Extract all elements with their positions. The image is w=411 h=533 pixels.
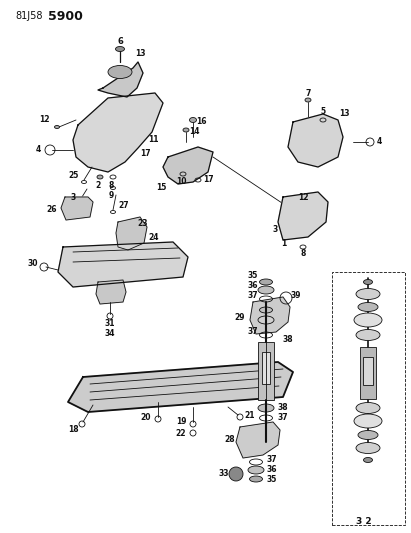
- Text: 26: 26: [47, 205, 57, 214]
- Polygon shape: [73, 93, 163, 172]
- Text: 38: 38: [278, 403, 288, 413]
- Text: 33: 33: [219, 470, 229, 479]
- Polygon shape: [278, 192, 328, 240]
- Text: 37: 37: [248, 290, 258, 300]
- Polygon shape: [96, 280, 126, 304]
- Text: 9: 9: [109, 191, 113, 200]
- Text: 36: 36: [267, 464, 277, 473]
- Text: 35: 35: [267, 474, 277, 483]
- Text: 12: 12: [39, 116, 49, 125]
- Text: 3: 3: [272, 225, 277, 235]
- Polygon shape: [163, 147, 213, 184]
- Text: 30: 30: [28, 259, 38, 268]
- Text: 23: 23: [138, 220, 148, 229]
- Text: 38: 38: [283, 335, 293, 344]
- Text: 29: 29: [235, 312, 245, 321]
- Ellipse shape: [363, 457, 372, 463]
- Text: 37: 37: [278, 414, 288, 423]
- Text: 16: 16: [196, 117, 206, 126]
- Text: 31: 31: [105, 319, 115, 328]
- Polygon shape: [58, 242, 188, 287]
- Ellipse shape: [363, 279, 372, 285]
- Bar: [258, 342, 274, 400]
- Ellipse shape: [356, 442, 380, 454]
- Text: 39: 39: [291, 292, 301, 301]
- Text: 8: 8: [300, 249, 306, 259]
- Text: 34: 34: [105, 328, 115, 337]
- Text: 2: 2: [95, 181, 101, 190]
- Text: 24: 24: [149, 232, 159, 241]
- Ellipse shape: [115, 46, 125, 52]
- Ellipse shape: [259, 307, 272, 313]
- Polygon shape: [61, 197, 93, 220]
- Ellipse shape: [108, 66, 132, 78]
- Ellipse shape: [356, 288, 380, 300]
- Ellipse shape: [249, 476, 263, 482]
- Text: 27: 27: [119, 200, 129, 209]
- Text: 14: 14: [189, 127, 199, 136]
- Ellipse shape: [354, 414, 382, 428]
- Text: 4: 4: [376, 138, 382, 147]
- Ellipse shape: [259, 279, 272, 285]
- Ellipse shape: [305, 98, 311, 102]
- Text: 18: 18: [68, 425, 79, 434]
- Text: 4: 4: [35, 146, 41, 155]
- Ellipse shape: [356, 402, 380, 414]
- Polygon shape: [236, 422, 280, 458]
- Polygon shape: [98, 62, 143, 97]
- Text: 11: 11: [148, 134, 158, 143]
- Bar: [363, 357, 373, 385]
- Text: 25: 25: [69, 171, 79, 180]
- Text: 7: 7: [305, 88, 311, 98]
- Text: 19: 19: [176, 417, 186, 426]
- Polygon shape: [288, 114, 343, 167]
- Text: 5900: 5900: [48, 10, 83, 22]
- Text: 13: 13: [135, 50, 145, 59]
- Bar: [332, 272, 405, 525]
- Text: 10: 10: [176, 177, 186, 187]
- Text: 6: 6: [117, 37, 123, 46]
- Polygon shape: [250, 297, 290, 334]
- Ellipse shape: [248, 466, 264, 474]
- Bar: [360, 347, 376, 399]
- Text: 17: 17: [203, 175, 213, 184]
- Ellipse shape: [97, 175, 103, 179]
- Ellipse shape: [258, 404, 274, 412]
- Circle shape: [229, 467, 243, 481]
- Text: 12: 12: [298, 192, 308, 201]
- Bar: [262, 352, 270, 384]
- Ellipse shape: [358, 303, 378, 311]
- Polygon shape: [116, 217, 147, 250]
- Text: 37: 37: [267, 455, 277, 464]
- Text: 22: 22: [176, 429, 186, 438]
- Text: 21: 21: [245, 410, 255, 419]
- Text: 13: 13: [339, 109, 349, 118]
- Text: 5: 5: [321, 108, 326, 117]
- Ellipse shape: [189, 117, 196, 123]
- Text: 36: 36: [248, 281, 258, 290]
- Ellipse shape: [258, 316, 274, 324]
- Text: 35: 35: [248, 271, 258, 280]
- Text: 3: 3: [70, 192, 76, 201]
- Text: 3 2: 3 2: [356, 516, 372, 526]
- Text: 15: 15: [156, 182, 166, 191]
- Text: 81J58: 81J58: [15, 11, 42, 21]
- Ellipse shape: [258, 286, 274, 294]
- Ellipse shape: [183, 128, 189, 132]
- Text: 37: 37: [248, 327, 258, 335]
- Ellipse shape: [356, 329, 380, 341]
- Ellipse shape: [358, 431, 378, 440]
- Text: 1: 1: [282, 239, 286, 248]
- Text: 8: 8: [109, 181, 114, 190]
- Polygon shape: [68, 362, 293, 412]
- Text: 17: 17: [140, 149, 150, 157]
- Ellipse shape: [354, 313, 382, 327]
- Text: 28: 28: [225, 434, 236, 443]
- Text: 20: 20: [141, 413, 151, 422]
- Ellipse shape: [55, 125, 60, 128]
